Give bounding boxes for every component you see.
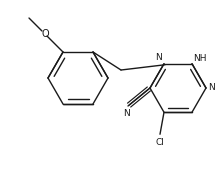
Text: N: N bbox=[155, 53, 162, 62]
Text: O: O bbox=[41, 29, 49, 39]
Text: NH: NH bbox=[193, 54, 206, 63]
Text: N: N bbox=[123, 109, 129, 118]
Text: Cl: Cl bbox=[156, 138, 164, 147]
Text: N: N bbox=[208, 83, 215, 92]
